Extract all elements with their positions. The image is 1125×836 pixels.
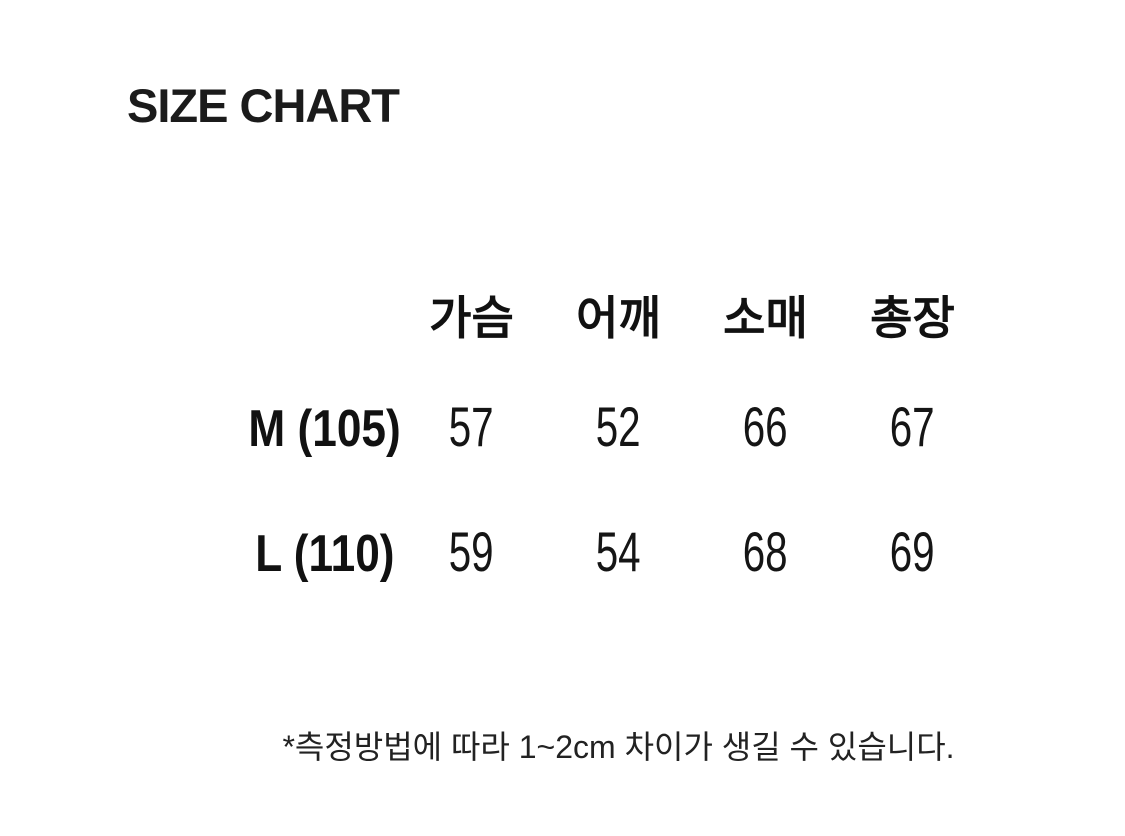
value-l-total-length: 69 — [890, 520, 935, 583]
column-header-total-length: 총장 — [870, 292, 955, 344]
table-header-row: 가슴 어깨 소매 총장 — [251, 283, 986, 341]
measurement-tolerance-footnote: *측정방법에 따라 1~2cm 차이가 생길 수 있습니다. — [282, 729, 955, 765]
value-m-shoulder: 52 — [596, 395, 641, 458]
row-label-size-m: M (105) — [248, 400, 401, 458]
row-label-size-l: L (110) — [254, 525, 395, 583]
value-m-chest: 57 — [449, 395, 494, 458]
page-title: SIZE CHART — [127, 79, 400, 132]
column-header-chest: 가슴 — [429, 292, 514, 344]
column-header-sleeve: 소매 — [723, 292, 808, 344]
size-table: 가슴 어깨 소매 총장 M (105) 57 52 66 67 L (110) … — [248, 283, 986, 583]
table-row-size-l: L (110) 59 54 68 69 — [251, 520, 986, 583]
value-l-sleeve: 68 — [743, 520, 788, 583]
table-row-size-m: M (105) 57 52 66 67 — [248, 395, 986, 458]
column-header-shoulder: 어깨 — [576, 292, 661, 344]
value-m-sleeve: 66 — [743, 395, 788, 458]
value-l-chest: 59 — [449, 520, 494, 583]
value-l-shoulder: 54 — [596, 520, 641, 583]
value-m-total-length: 67 — [890, 395, 935, 458]
